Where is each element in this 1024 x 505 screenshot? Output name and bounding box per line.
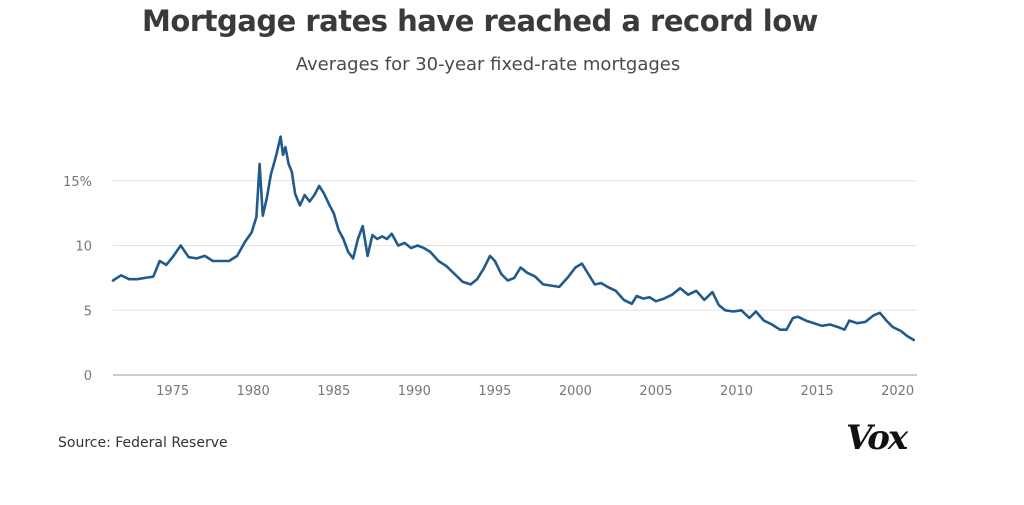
x-tick-label: 2005 [639,384,672,399]
vox-logo: Vox [846,418,908,458]
chart-title: Mortgage rates have reached a record low [142,4,818,38]
y-tick-label: 0 [84,369,92,384]
x-tick-label: 2015 [801,384,834,399]
grid-lines [113,180,917,311]
line-chart: 0 5 10 15% 1975 1980 1985 1990 1995 2000 2005 2010… [63,135,917,399]
x-tick-label: 1975 [156,384,189,399]
x-tick-label: 1995 [478,384,511,399]
x-tick-label: 1990 [398,384,431,399]
x-tick-label: 2000 [559,384,592,399]
mortgage-rate-line [111,135,916,342]
x-tick-labels: 1975 1980 1985 1990 1995 2000 2005 2010 2015 2020 [156,384,914,399]
x-tick-label: 1980 [237,384,270,399]
y-tick-labels: 0 5 10 15% [63,175,92,384]
y-tick-label: 10 [75,240,92,255]
y-tick-label: 5 [84,304,92,319]
x-tick-label: 2010 [720,384,753,399]
chart-subtitle: Averages for 30-year fixed-rate mortgage… [295,54,681,75]
x-tick-label: 2020 [881,384,914,399]
source-note: Source: Federal Reserve [58,435,228,451]
y-tick-label: 15% [63,175,92,190]
x-tick-label: 1985 [317,384,350,399]
